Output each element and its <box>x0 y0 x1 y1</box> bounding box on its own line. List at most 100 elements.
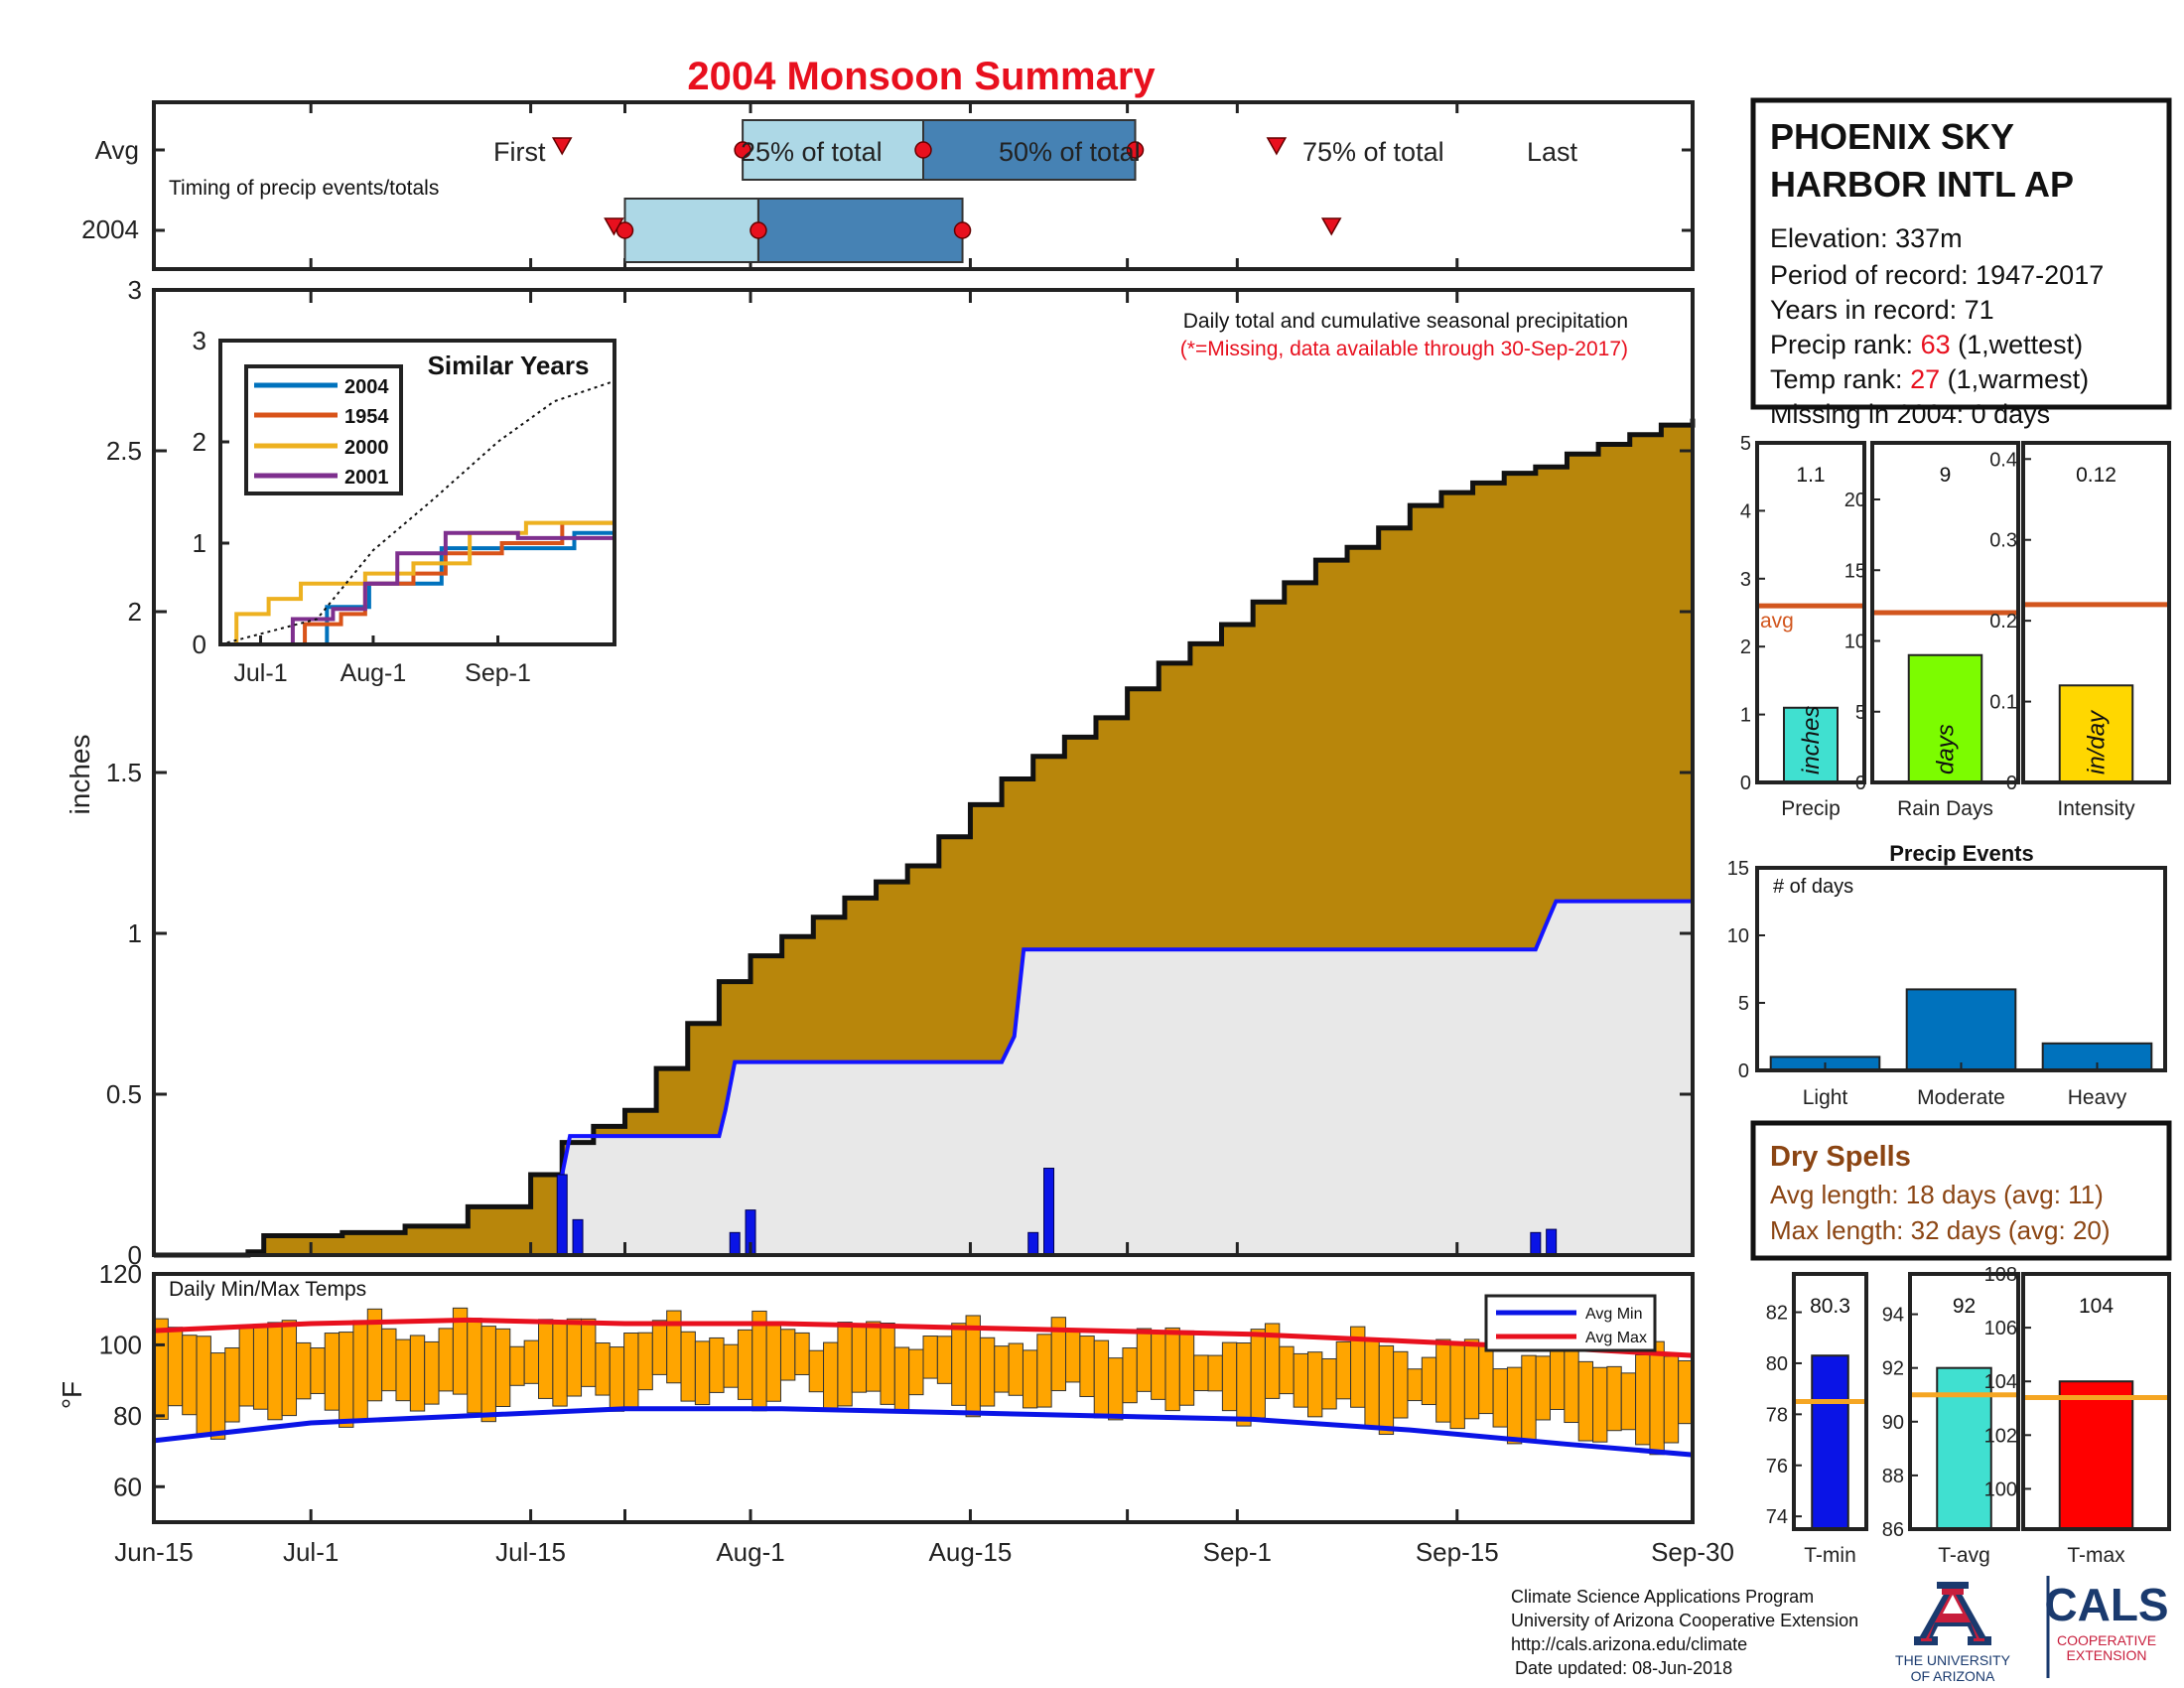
timing-dot-avg-q25 <box>734 141 751 159</box>
temp-range-bar <box>765 1322 781 1402</box>
temp-range-bar <box>352 1320 368 1423</box>
t-min-frame <box>1792 1272 1868 1531</box>
timing-box-avg-q50-q75 <box>922 119 1137 181</box>
dry-spells-max: Max length: 32 days (avg: 20) <box>1770 1215 2111 1245</box>
temp-range-bar <box>851 1324 868 1393</box>
temp-range-bar <box>1463 1338 1480 1420</box>
temp-range-bar <box>1606 1365 1622 1432</box>
temp-range-bar <box>1307 1351 1323 1418</box>
t-avg-label: T-avg <box>1938 1544 1990 1567</box>
dry-spells-box: Dry Spells Avg length: 18 days (avg: 11)… <box>1750 1120 2172 1261</box>
legend-label-1954: 1954 <box>344 406 389 428</box>
inset-ytick-label-3: 3 <box>193 326 206 355</box>
t-min-ytick-label-4: 82 <box>1766 1303 1788 1325</box>
temp-range-bar <box>994 1345 1010 1393</box>
t-min-bar <box>1811 1354 1849 1530</box>
t-avg-ytick-label-4: 94 <box>1882 1305 1904 1327</box>
avg-min-line <box>153 1406 1694 1458</box>
temp-range-bar <box>1008 1342 1024 1396</box>
precip-ytick-label-2: 2 <box>1740 636 1751 658</box>
temp-range-bar <box>908 1348 924 1396</box>
timing-row-label-avg: Avg <box>95 135 139 165</box>
footer-line3: http://cals.arizona.edu/climate <box>1511 1634 1747 1654</box>
temp-range-bar <box>1435 1338 1451 1423</box>
temp-range-bar <box>296 1341 312 1400</box>
avg-q50-label: 50% of total <box>999 137 1141 167</box>
temp-range-bar <box>238 1325 254 1407</box>
temp-range-bar <box>965 1315 981 1418</box>
cals-line1: COOPERATIVE <box>2057 1632 2156 1648</box>
legend-label-2001: 2001 <box>344 467 389 489</box>
temp-range-bar <box>1193 1354 1209 1392</box>
temp-range-bar <box>1221 1341 1238 1412</box>
temp-range-bar <box>1577 1360 1594 1442</box>
intensity-unit: in/day <box>2084 709 2111 774</box>
temp-range-bar <box>395 1338 411 1402</box>
station-name-line1: PHOENIX SKY <box>1770 116 2014 157</box>
avg-last-label: Last <box>1527 137 1578 167</box>
timing-triangle-avg-first <box>551 137 573 156</box>
timing-box-2004-q50-q75 <box>756 198 964 263</box>
station-precip-rank: Precip rank: 63 (1,wettest) <box>1770 330 2083 359</box>
temp-range-bar <box>1335 1340 1352 1400</box>
events-title: Precip Events <box>1889 841 2034 866</box>
temps-ytick-label-1: 80 <box>113 1401 142 1431</box>
main-ytick-label-6: 3 <box>128 275 142 305</box>
precip-ytick-label-5: 5 <box>1740 433 1751 455</box>
temp-range-bar <box>494 1328 511 1408</box>
inset-xtick-label-0: Jul-1 <box>233 659 287 687</box>
temp-range-bar <box>680 1331 696 1402</box>
temp-range-bar <box>1108 1357 1124 1421</box>
t-max-ytick-label-4: 108 <box>1984 1264 2017 1286</box>
temp-range-bar <box>1635 1353 1651 1446</box>
timing-box-2004-q25-q50 <box>623 198 759 263</box>
main-ytick-label-3: 1.5 <box>106 758 142 787</box>
precip-label: Precip <box>1781 797 1841 820</box>
inset-ytick-label-1: 1 <box>193 528 206 558</box>
t-min-ytick-label-1: 76 <box>1766 1456 1788 1477</box>
t-avg-ytick-label-2: 90 <box>1882 1412 1904 1434</box>
precip-ytick-label-1: 1 <box>1740 705 1751 727</box>
avg-q75-label: 75% of total <box>1302 137 1444 167</box>
footer-line2: University of Arizona Cooperative Extens… <box>1511 1611 1858 1630</box>
temp-range-bar <box>709 1336 725 1393</box>
x-tick-label-8: Sep-15 <box>1416 1537 1499 1567</box>
rain-days-ytick-label-0: 0 <box>1855 773 1866 794</box>
intensity-label: Intensity <box>2057 797 2135 820</box>
cals-line2: EXTENSION <box>2067 1647 2147 1663</box>
temp-range-bar <box>951 1323 967 1406</box>
temp-range-bar <box>538 1319 554 1399</box>
rain-days-value-text: 9 <box>1940 464 1952 487</box>
temp-range-bar <box>1364 1339 1380 1429</box>
events-category-0: Light <box>1803 1086 1848 1109</box>
station-period: Period of record: 1947-2017 <box>1770 260 2104 290</box>
t-max-ytick-label-1: 102 <box>1984 1425 2017 1447</box>
temp-range-bar <box>1093 1339 1110 1419</box>
temp-range-bar <box>552 1321 568 1407</box>
rain-days-ytick-label-2: 10 <box>1844 632 1866 653</box>
temp-range-bar <box>1022 1349 1038 1409</box>
temp-range-bar <box>153 1318 169 1420</box>
footer: Climate Science Applications Program Uni… <box>1511 1587 1858 1678</box>
t-min-ytick-label-0: 74 <box>1766 1506 1788 1528</box>
temp-range-bar <box>936 1336 953 1384</box>
inset-xtick-label-2: Sep-1 <box>465 659 531 687</box>
legend-label-avg-max: Avg Max <box>1585 1330 1647 1346</box>
precip-value-text: 1.1 <box>1796 464 1825 487</box>
main-ytick-label-2: 1 <box>128 918 142 948</box>
footer-line1: Climate Science Applications Program <box>1511 1587 1814 1607</box>
temp-range-bar <box>1178 1330 1195 1406</box>
temp-range-bar <box>922 1336 938 1379</box>
avg-first-label: First <box>493 137 546 167</box>
dry-spells-title: Dry Spells <box>1770 1141 1911 1173</box>
temp-range-bar <box>581 1318 597 1387</box>
temp-range-bar <box>1151 1331 1166 1400</box>
temp-range-bar <box>1663 1355 1680 1444</box>
temp-range-bar <box>1678 1359 1694 1425</box>
precip-events-panel: Precip Events Light Moderate Heavy 0 5 10 15 #… <box>1727 841 2167 1109</box>
t-avg-value-text: 92 <box>1953 1295 1976 1318</box>
temp-range-bar <box>1449 1342 1465 1430</box>
avg-q25-label: 25% of total <box>741 137 883 167</box>
temp-range-bar <box>1036 1334 1052 1408</box>
cals-wordmark: CALS <box>2044 1579 2168 1630</box>
